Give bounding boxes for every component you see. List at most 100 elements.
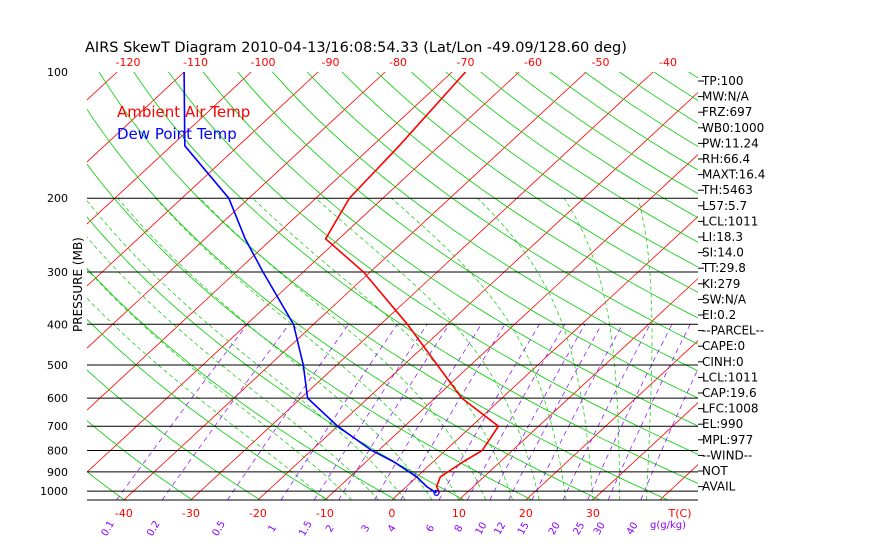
bottom-temp-tick-label: -30 <box>182 507 200 520</box>
mixing-ratio-tick-label: 0.1 <box>100 519 117 538</box>
legend-ambient-air-temp: Ambient Air Temp <box>117 103 250 121</box>
index-label: NOT <box>702 464 728 478</box>
moist-adiabat-line <box>155 197 460 500</box>
index-label: FRZ:697 <box>702 105 752 119</box>
isotherm-line <box>391 216 698 500</box>
sounding-profiles <box>183 72 500 496</box>
mixing-ratio-tick-label: 4 <box>386 523 399 534</box>
bottom-temp-tick-label: -10 <box>316 507 334 520</box>
top-temp-tick-label: -100 <box>251 56 276 69</box>
chart-title: AIRS SkewT Diagram 2010-04-13/16:08:54.3… <box>85 40 627 56</box>
dry-adiabat-line <box>87 318 329 500</box>
moist-adiabat-line <box>87 236 379 500</box>
dry-adiabat-line <box>376 72 698 293</box>
moist-adiabat-line <box>199 197 487 500</box>
mixing-ratio-line <box>438 324 540 500</box>
top-temp-tick-label: -70 <box>457 56 475 69</box>
mixing-ratio-tick-label: 0.5 <box>211 519 228 538</box>
isotherm-line <box>87 72 319 287</box>
index-label: TH:5463 <box>701 183 753 197</box>
bottom-temp-tick-label: 20 <box>519 507 533 520</box>
index-label: KI:279 <box>702 277 740 291</box>
top-temp-tick-label: -90 <box>322 56 340 69</box>
moist-adiabat-line <box>477 197 594 500</box>
pressure-tick-label: 900 <box>47 466 68 479</box>
bottom-temp-tick-label: 10 <box>452 507 466 520</box>
index-label: SW:N/A <box>702 292 747 306</box>
mixing-ratio-tick-label: 30 <box>592 520 608 537</box>
pressure-tick-label: 700 <box>47 420 68 433</box>
moist-adiabat-line <box>637 198 653 500</box>
top-temp-tick-label: -40 <box>659 56 677 69</box>
top-temp-tick-label: -60 <box>524 56 542 69</box>
mixing-ratio-tick-label: 0.2 <box>145 519 162 538</box>
dry-adiabat-line <box>87 216 465 500</box>
index-label: L57:5.7 <box>702 199 747 213</box>
mixing-ratio-line <box>489 324 586 500</box>
bottom-temp-unit: T(C) <box>668 507 692 520</box>
mixing-ratio-tick-label: 15 <box>516 520 532 537</box>
isotherm-line <box>324 153 698 500</box>
top-temp-tick-label: -80 <box>389 56 407 69</box>
moist-adiabat-line <box>315 197 540 500</box>
isobar-lines <box>87 197 698 501</box>
index-label: --WIND-- <box>702 448 752 462</box>
index-label: MW:N/A <box>702 90 750 104</box>
mixing-ratio-tick-label: 10 <box>474 520 490 537</box>
isotherm-line <box>0 72 50 500</box>
mixing-ratio-unit: g(g/kg) <box>650 520 686 531</box>
index-label: CAP:19.6 <box>702 386 757 400</box>
dry-adiabat-line <box>87 163 533 500</box>
moist-adiabat-line <box>87 297 326 500</box>
mixing-ratio-line <box>400 324 506 500</box>
isotherm-line <box>123 72 587 500</box>
dry-adiabat-line <box>87 108 601 500</box>
index-label: MAXT:16.4 <box>702 168 765 182</box>
bottom-temp-tick-label: 0 <box>388 507 395 520</box>
pressure-tick-label: 300 <box>47 266 68 279</box>
dry-adiabat-line <box>341 72 698 319</box>
index-label: SI:14.0 <box>702 246 744 260</box>
isotherm-line <box>592 402 698 500</box>
dry-adiabat-line <box>515 72 698 195</box>
ambient-air-temp-line <box>324 72 500 494</box>
dry-adiabat-line <box>168 72 698 455</box>
pressure-tick-label: 500 <box>47 359 68 372</box>
index-label: PW:11.24 <box>702 136 759 150</box>
mixing-ratio-tick-label: 12 <box>492 520 508 537</box>
dry-adiabat-line <box>87 369 261 500</box>
dew-point-temp-line <box>183 72 437 494</box>
isotherm-line <box>87 72 386 349</box>
top-temp-tick-label: -50 <box>592 56 610 69</box>
mixing-ratio-line <box>373 324 482 500</box>
mixing-ratio-tick-label: 20 <box>547 520 563 537</box>
index-label: RH:66.4 <box>702 152 750 166</box>
index-label: TP:100 <box>701 74 744 88</box>
isotherm-line <box>458 278 698 500</box>
legend-dew-point-temp: Dew Point Temp <box>117 125 237 143</box>
moist-adiabat-line <box>391 197 567 500</box>
index-label: LCL:1011 <box>702 370 758 384</box>
pressure-tick-label: 400 <box>47 318 68 331</box>
mixing-ratio-tick-label: 6 <box>424 523 437 534</box>
index-label: LI:18.3 <box>702 230 743 244</box>
mixing-ratio-tick-label: 25 <box>571 520 587 537</box>
top-temp-tick-label: -110 <box>183 56 208 69</box>
dry-adiabat-line <box>410 72 698 268</box>
pressure-tick-label: 600 <box>47 392 68 405</box>
index-label: MPL:977 <box>702 433 753 447</box>
isotherm-line <box>659 464 698 500</box>
mixing-ratio-line <box>227 324 349 500</box>
dry-adiabat-line <box>0 72 57 500</box>
mixing-ratio-line <box>313 324 428 500</box>
bottom-temp-tick-label: -40 <box>115 507 133 520</box>
dry-adiabat-line <box>480 72 698 219</box>
index-label: AVAIL <box>702 480 736 494</box>
index-label: CINH:0 <box>702 355 744 369</box>
mixing-ratio-line <box>587 324 673 500</box>
dry-adiabat-line <box>237 72 698 399</box>
mixing-ratio-line <box>531 324 623 500</box>
bottom-temp-tick-label: 30 <box>586 507 600 520</box>
surface-marker <box>433 489 440 496</box>
